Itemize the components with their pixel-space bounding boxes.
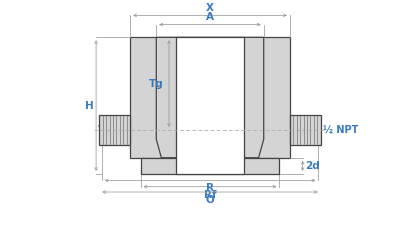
Polygon shape bbox=[290, 115, 320, 145]
Polygon shape bbox=[141, 158, 279, 174]
Text: T: T bbox=[98, 125, 105, 135]
Text: H: H bbox=[85, 101, 94, 111]
Text: A: A bbox=[206, 12, 214, 22]
Text: R: R bbox=[206, 183, 214, 194]
Text: O: O bbox=[206, 195, 214, 205]
Polygon shape bbox=[156, 37, 264, 158]
Text: Rf: Rf bbox=[204, 190, 216, 200]
Text: B: B bbox=[206, 69, 214, 79]
Text: X: X bbox=[206, 3, 214, 13]
Polygon shape bbox=[100, 115, 130, 145]
Text: Tg: Tg bbox=[149, 79, 164, 89]
Text: 2d: 2d bbox=[305, 161, 320, 171]
Text: ½ NPT: ½ NPT bbox=[323, 125, 358, 135]
Polygon shape bbox=[130, 37, 290, 158]
Polygon shape bbox=[176, 37, 244, 174]
